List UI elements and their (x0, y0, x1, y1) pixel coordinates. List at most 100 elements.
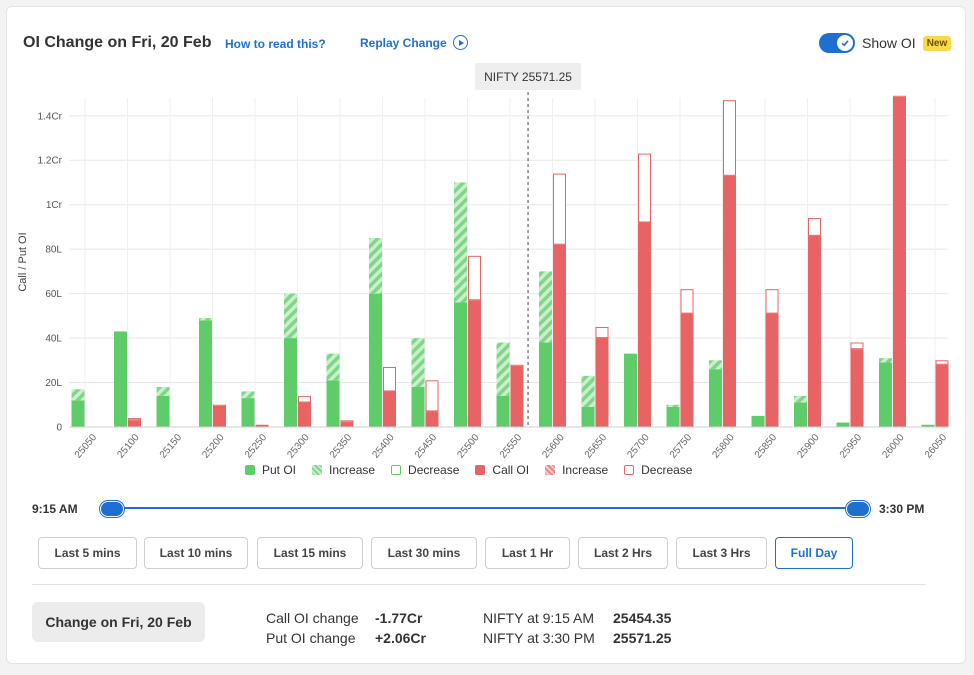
x-tick-label: 25150 (158, 432, 185, 461)
filter-last-30-mins[interactable]: Last 30 mins (371, 537, 477, 569)
y-tick-label: 40L (45, 334, 62, 345)
slider-start-handle[interactable] (100, 501, 124, 517)
slider-start-time: 9:15 AM (32, 502, 78, 516)
legend-put-increase-label: Increase (329, 463, 376, 477)
x-tick-label: 25500 (455, 432, 482, 461)
x-tick-label: 25450 (413, 432, 440, 461)
x-tick-label: 25800 (710, 432, 737, 461)
call-oi-decrease-bar (723, 100, 736, 176)
filter-last-10-mins[interactable]: Last 10 mins (144, 537, 248, 569)
put-oi-change-label: Put OI change (266, 630, 356, 646)
x-tick-label: 25750 (668, 432, 695, 461)
put-increase-swatch (312, 465, 323, 475)
slider-end-time: 3:30 PM (879, 502, 925, 516)
put-oi-bar (326, 380, 340, 427)
filter-last-2-hrs[interactable]: Last 2 Hrs (578, 537, 668, 569)
x-tick-label: 25250 (243, 432, 270, 461)
nifty-end-label: NIFTY at 3:30 PM (483, 630, 595, 646)
put-oi-increase-bar (156, 386, 170, 396)
x-tick-label: 25050 (73, 432, 100, 461)
call-oi-decrease-bar (765, 289, 779, 314)
put-oi-increase-bar (794, 395, 807, 403)
x-tick-label: 25900 (795, 432, 822, 461)
call-decrease-swatch (624, 465, 635, 475)
chart-legend: Put OI Increase Decrease Call OI Increas… (245, 463, 692, 477)
call-oi-bar (383, 391, 396, 427)
toggle-switch[interactable] (819, 33, 855, 53)
filter-full-day[interactable]: Full Day (775, 537, 853, 569)
put-oi-bar (709, 369, 722, 427)
x-tick-label: 25950 (838, 432, 865, 461)
page-title: OI Change on Fri, 20 Feb (23, 34, 212, 51)
put-oi-increase-bar (241, 391, 255, 399)
put-oi-bar (411, 386, 425, 427)
filter-last-1-hr[interactable]: Last 1 Hr (485, 537, 570, 569)
spot-marker-label: NIFTY 25571.25 (484, 70, 572, 84)
y-tick-label: 1.2Cr (38, 156, 63, 167)
call-oi-bar (468, 300, 481, 427)
x-tick-label: 26050 (923, 432, 950, 461)
put-oi-bar (666, 406, 680, 427)
put-oi-bar (156, 395, 170, 427)
call-oi-bar (638, 222, 651, 427)
call-oi-bar (510, 366, 524, 427)
filter-last-5-mins[interactable]: Last 5 mins (38, 537, 137, 569)
call-oi-change-value: -1.77Cr (375, 610, 423, 626)
call-oi-bar (765, 313, 779, 427)
call-oi-decrease-bar (553, 173, 566, 245)
slider-end-handle[interactable] (846, 501, 870, 517)
call-oi-bar (808, 235, 821, 427)
put-oi-bar (836, 422, 850, 427)
summary-pill: Change on Fri, 20 Feb (32, 602, 205, 642)
how-to-read-link[interactable]: How to read this? (225, 37, 326, 51)
put-oi-bar (879, 362, 892, 427)
put-oi-bar (71, 400, 85, 427)
filter-last-15-mins[interactable]: Last 15 mins (257, 537, 363, 569)
legend-call-oi: Call OI (475, 463, 529, 477)
put-oi-bar (539, 342, 552, 427)
x-tick-label: 25850 (753, 432, 780, 461)
call-oi-decrease-bar (893, 95, 906, 98)
nifty-start-value: 25454.35 (613, 610, 672, 626)
x-tick-label: 26000 (880, 432, 907, 461)
put-oi-increase-bar (369, 238, 382, 294)
put-oi-bar (921, 424, 935, 427)
call-oi-decrease-bar (213, 404, 226, 407)
x-tick-label: 25300 (285, 432, 312, 461)
call-oi-bar (723, 175, 736, 427)
x-tick-label: 25650 (583, 432, 610, 461)
put-oi-bar (624, 353, 637, 427)
put-oi-bar (581, 406, 595, 427)
call-oi-bar (850, 349, 864, 427)
call-oi-decrease-bar (935, 360, 949, 365)
filter-last-3-hrs[interactable]: Last 3 Hrs (676, 537, 767, 569)
put-oi-bar (454, 302, 467, 427)
show-oi-toggle[interactable]: Show OI New (819, 33, 952, 53)
y-tick-label: 1.4Cr (38, 111, 63, 122)
put-oi-bar (199, 320, 212, 427)
legend-put-decrease-label: Decrease (408, 463, 460, 477)
call-oi-decrease-bar (468, 255, 481, 301)
oi-chart: 0 20L 40L 60L 80L 1Cr 1.2Cr 1.4Cr Call / Put OI 2… (17, 63, 950, 461)
put-oi-increase-bar (71, 389, 85, 401)
put-oi-increase-bar (539, 271, 552, 343)
time-slider-track[interactable] (105, 507, 852, 509)
call-oi-bar (935, 364, 949, 427)
call-oi-decrease-bar (808, 218, 821, 236)
put-oi-increase-bar (581, 375, 595, 407)
put-oi-increase-bar (326, 353, 340, 381)
put-oi-increase-bar (411, 338, 425, 387)
check-icon (837, 35, 853, 51)
replay-change-button[interactable]: Replay Change (360, 35, 468, 50)
call-oi-decrease-bar (510, 364, 524, 367)
y-tick-label: 60L (45, 289, 62, 300)
legend-call-decrease-label: Decrease (641, 463, 693, 477)
x-tick-label: 25350 (328, 432, 355, 461)
call-oi-decrease-bar (298, 395, 311, 403)
put-oi-bar (241, 398, 255, 427)
y-tick-label: 0 (56, 423, 62, 434)
call-increase-swatch (545, 465, 556, 475)
legend-call-decrease: Decrease (624, 463, 692, 477)
legend-put-oi-label: Put OI (262, 463, 297, 477)
call-oi-decrease-bar (680, 289, 694, 314)
